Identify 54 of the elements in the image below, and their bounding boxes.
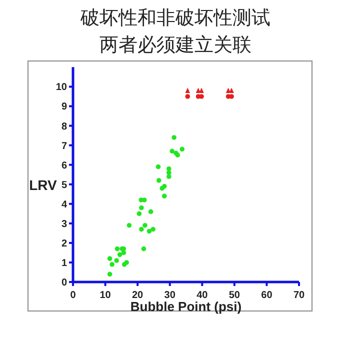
point (114, 258, 119, 263)
y-tick-label: 6 (61, 160, 68, 172)
point (136, 211, 142, 216)
y-tick-label: 1 (61, 258, 68, 269)
point (199, 94, 204, 99)
x-tick-label: 0 (70, 290, 76, 301)
point (229, 94, 234, 99)
x-tick-label: 10 (100, 290, 112, 301)
x-tick-label: 20 (132, 290, 144, 301)
point (110, 262, 114, 267)
y-tick-label: 10 (56, 82, 68, 94)
point (107, 256, 112, 261)
y-tick-label: 2 (61, 238, 68, 250)
point (156, 164, 161, 170)
point (139, 205, 144, 210)
y-tick-label: 7 (61, 140, 68, 152)
point (166, 166, 172, 172)
point (142, 222, 148, 228)
point (114, 246, 120, 252)
point (185, 88, 190, 94)
x-tick-label: 60 (261, 290, 273, 301)
y-tick-label: 5 (61, 180, 68, 191)
point (146, 228, 152, 234)
point (185, 94, 190, 99)
point (117, 252, 122, 258)
point (126, 222, 132, 228)
point (229, 88, 234, 94)
point (199, 88, 204, 94)
y-tick-label: 9 (61, 102, 68, 113)
chart-subtitle: 两者必须建立关联 (100, 34, 252, 56)
point (150, 226, 156, 232)
x-tick-label: 40 (196, 290, 208, 301)
point (148, 209, 154, 214)
point (166, 174, 172, 179)
point (107, 272, 112, 277)
point (170, 148, 175, 154)
x-tick-label: 50 (228, 290, 240, 301)
y-tick-label: 8 (61, 121, 68, 132)
point (156, 178, 162, 183)
y-axis-title: LRV (29, 177, 58, 193)
point (180, 146, 185, 152)
y-tick-label: 0 (61, 278, 68, 288)
y-tick-label: 4 (61, 199, 68, 210)
y-tick-label: 3 (61, 218, 68, 230)
point (162, 194, 167, 198)
x-tick-label: 70 (293, 290, 305, 301)
x-tick-label: 30 (164, 290, 176, 301)
x-axis-title: Bubble Point (psi) (130, 299, 242, 314)
point (141, 246, 146, 252)
point (162, 184, 167, 189)
point (124, 260, 129, 265)
chart-title: 破坏性和非破坏性测试 (80, 7, 270, 29)
point (139, 226, 144, 232)
point (172, 135, 176, 140)
